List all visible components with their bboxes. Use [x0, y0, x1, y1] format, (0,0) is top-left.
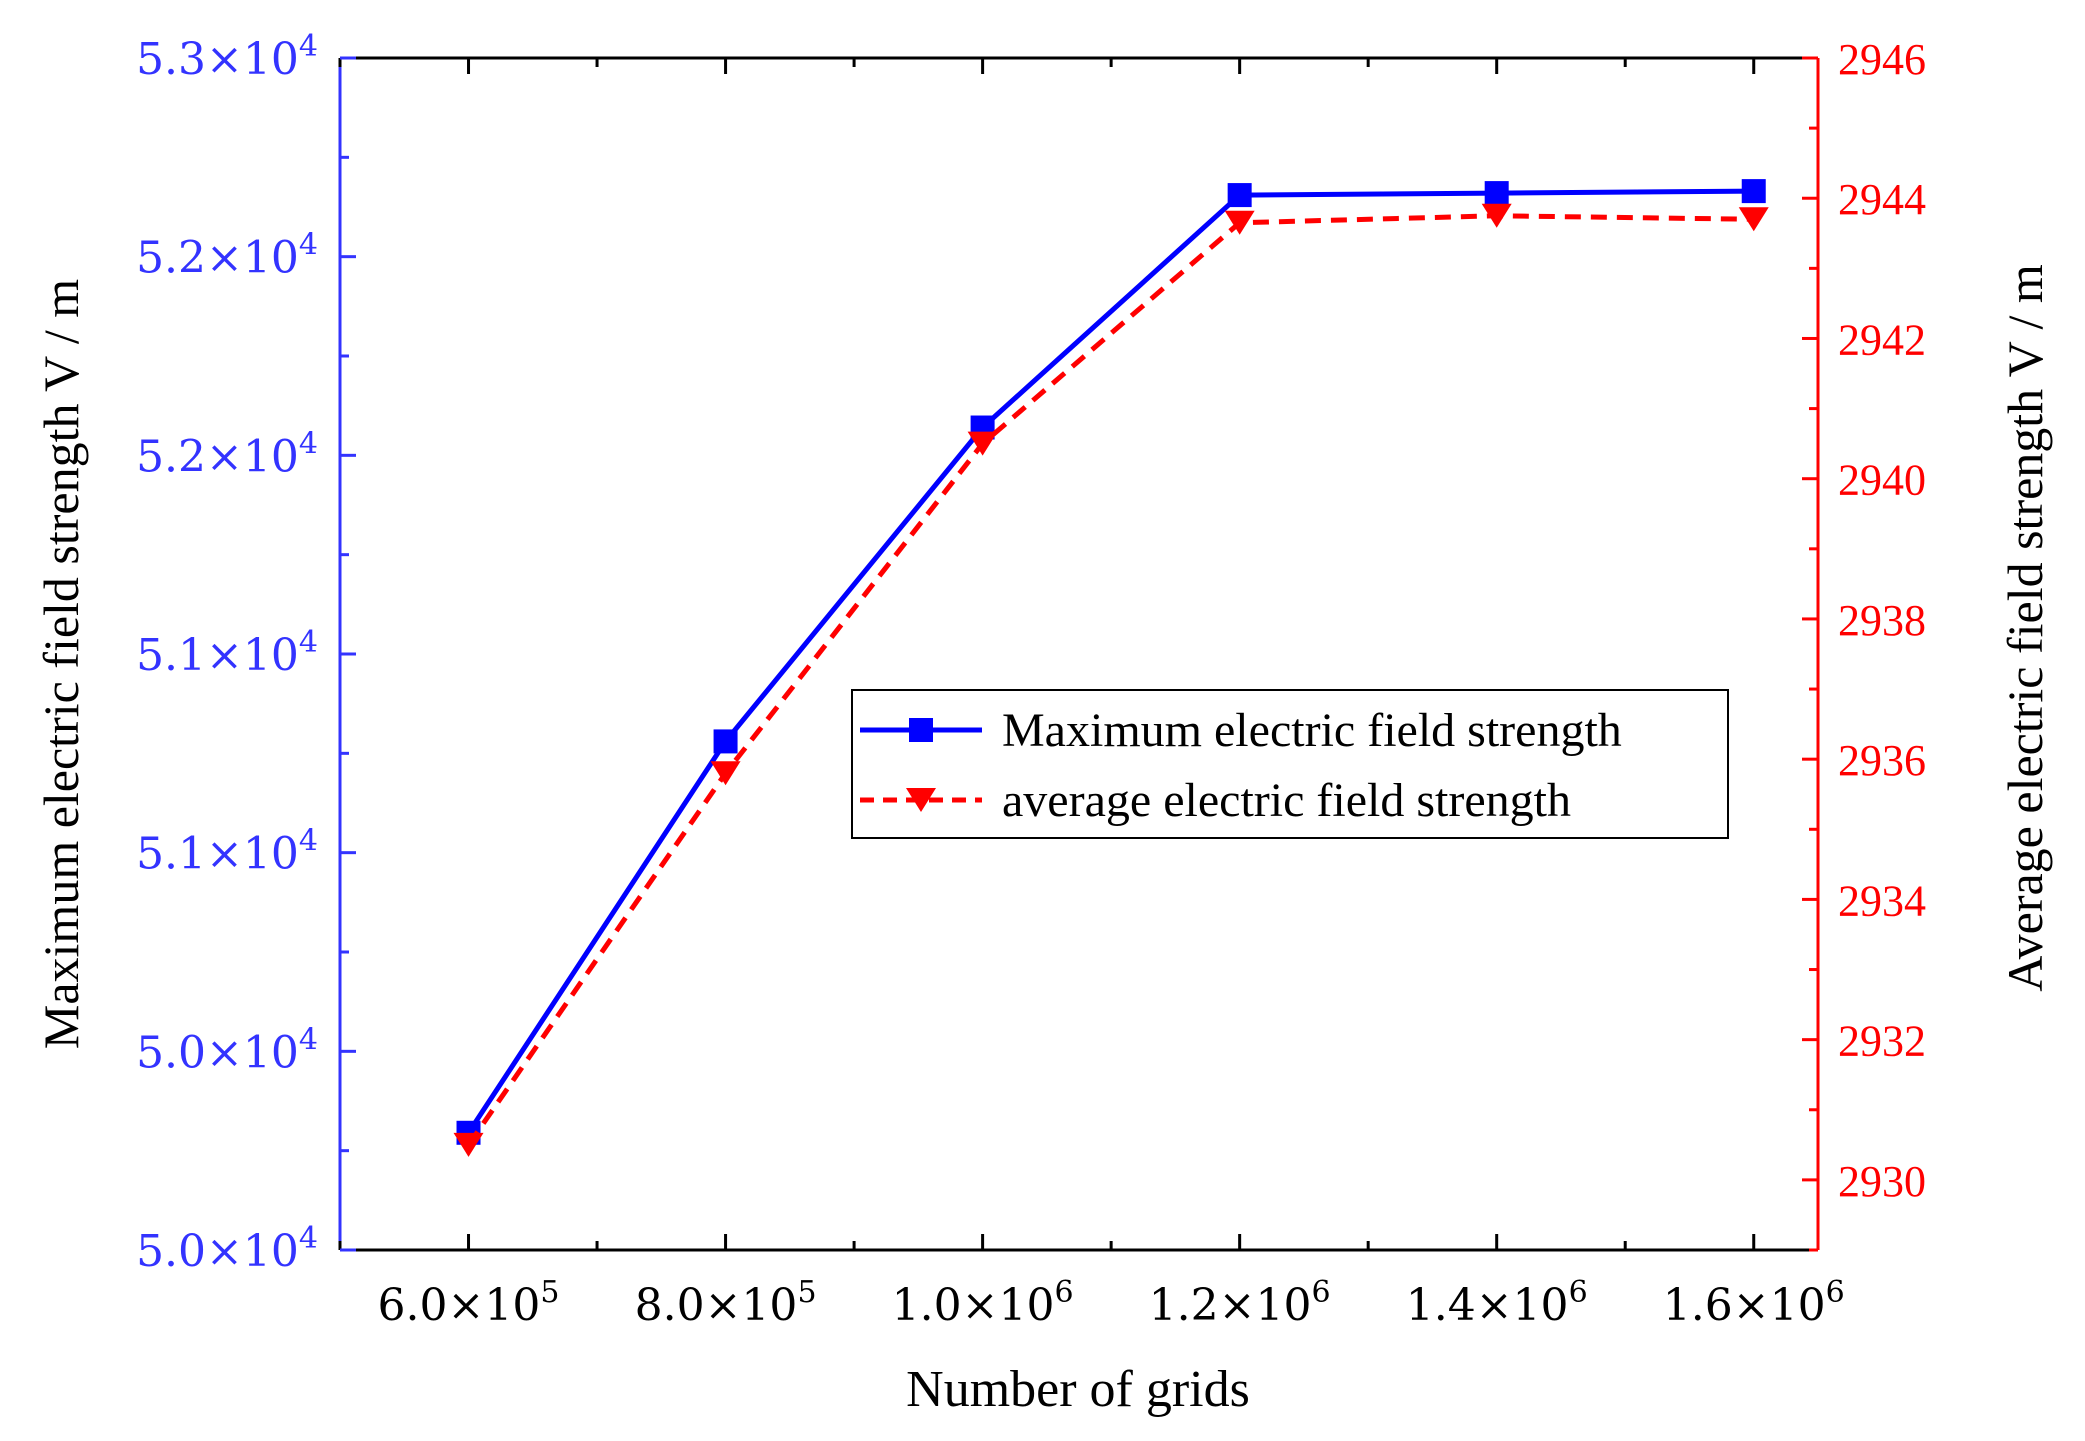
axes: 6.0×105 8.0×105 1.0×106 1.2×106 1.4×106 1.6×1… — [136, 29, 1926, 1331]
right-tick-label: 2932 — [1838, 1017, 1926, 1066]
x-tick-exponent: 6 — [1826, 1275, 1845, 1310]
right-tick-label: 2934 — [1838, 876, 1926, 925]
avg-data-point — [453, 1132, 484, 1157]
max-data-point — [1741, 179, 1766, 204]
x-tick-label: 8.0×105 — [635, 1275, 817, 1331]
legend-marker-square — [909, 718, 933, 742]
legend-box — [851, 689, 1729, 839]
legend-marker-triangle — [906, 788, 936, 812]
left-tick-exponent: 4 — [299, 1221, 318, 1256]
x-tick-mantissa: 1.4×10 — [1406, 1280, 1569, 1331]
avg-data-point — [1224, 210, 1255, 235]
x-tick-mantissa: 1.2×10 — [1149, 1280, 1312, 1331]
x-tick-mantissa: 1.0×10 — [892, 1280, 1055, 1331]
x-tick-mantissa: 1.6×10 — [1663, 1280, 1826, 1331]
avg-series-line — [466, 213, 1754, 1147]
right-tick-label: 2936 — [1838, 736, 1926, 785]
left-tick-label: 5.1×104 — [136, 824, 318, 880]
left-tick-label: 5.2×104 — [136, 228, 318, 284]
max-data-point — [713, 729, 738, 754]
series-layer — [453, 179, 1769, 1157]
left-tick-mantissa: 5.1×10 — [136, 630, 299, 681]
max-data-point — [1484, 181, 1509, 206]
right-tick-label: 2946 — [1838, 35, 1926, 84]
right-tick-label: 2930 — [1838, 1157, 1926, 1206]
left-tick-mantissa: 5.1×10 — [136, 829, 299, 880]
x-tick-exponent: 6 — [1054, 1275, 1073, 1310]
right-y-axis-title: Average electric field strength V / m — [1997, 264, 2053, 992]
left-tick-exponent: 4 — [299, 426, 318, 461]
left-tick-label: 5.2×104 — [136, 426, 318, 482]
x-tick-label: 6.0×105 — [378, 1275, 560, 1331]
x-tick-exponent: 6 — [1312, 1275, 1331, 1310]
max-series-line — [466, 188, 1754, 1135]
left-tick-mantissa: 5.0×10 — [136, 1226, 299, 1277]
legend: Maximum electric field strength average e… — [851, 689, 1729, 839]
left-tick-exponent: 4 — [299, 29, 318, 64]
x-tick-exponent: 6 — [1569, 1275, 1588, 1310]
x-tick-label: 1.6×106 — [1663, 1275, 1845, 1331]
right-tick-label: 2942 — [1838, 315, 1926, 364]
avg-data-point — [710, 761, 741, 786]
x-tick-mantissa: 6.0×10 — [378, 1280, 541, 1331]
left-tick-exponent: 4 — [299, 625, 318, 660]
x-tick-label: 1.2×106 — [1149, 1275, 1331, 1331]
x-tick-mantissa: 8.0×10 — [635, 1280, 798, 1331]
left-tick-label: 5.3×104 — [136, 29, 318, 85]
x-tick-label: 1.0×106 — [892, 1275, 1074, 1331]
right-tick-label: 2938 — [1838, 596, 1926, 645]
right-tick-label: 2944 — [1838, 175, 1926, 224]
left-tick-label: 5.0×104 — [136, 1022, 318, 1078]
avg-data-point — [967, 431, 998, 456]
left-tick-label: 5.1×104 — [136, 625, 318, 681]
right-tick-label: 2940 — [1838, 456, 1926, 505]
left-y-axis-title: Maximum electric field strength V / m — [33, 279, 89, 1049]
legend-label-2: average electric field strength — [1002, 774, 1571, 827]
legend-label-1: Maximum electric field strength — [1002, 704, 1622, 757]
avg-data-point — [1738, 207, 1769, 232]
x-tick-exponent: 5 — [540, 1275, 559, 1310]
series-1 — [456, 179, 1766, 1145]
avg-data-point — [1481, 203, 1512, 228]
left-tick-label: 5.0×104 — [136, 1221, 318, 1277]
x-axis-title: Number of grids — [906, 1361, 1250, 1418]
max-data-point — [1227, 183, 1252, 208]
left-tick-exponent: 4 — [299, 1022, 318, 1057]
left-tick-mantissa: 5.3×10 — [136, 34, 299, 85]
left-tick-mantissa: 5.2×10 — [136, 431, 299, 482]
left-tick-exponent: 4 — [299, 228, 318, 263]
series-2 — [453, 203, 1769, 1157]
x-tick-label: 1.4×106 — [1406, 1275, 1588, 1331]
x-tick-exponent: 5 — [797, 1275, 816, 1310]
left-tick-mantissa: 5.0×10 — [136, 1027, 299, 1078]
left-tick-exponent: 4 — [299, 824, 318, 859]
left-tick-mantissa: 5.2×10 — [136, 233, 299, 284]
